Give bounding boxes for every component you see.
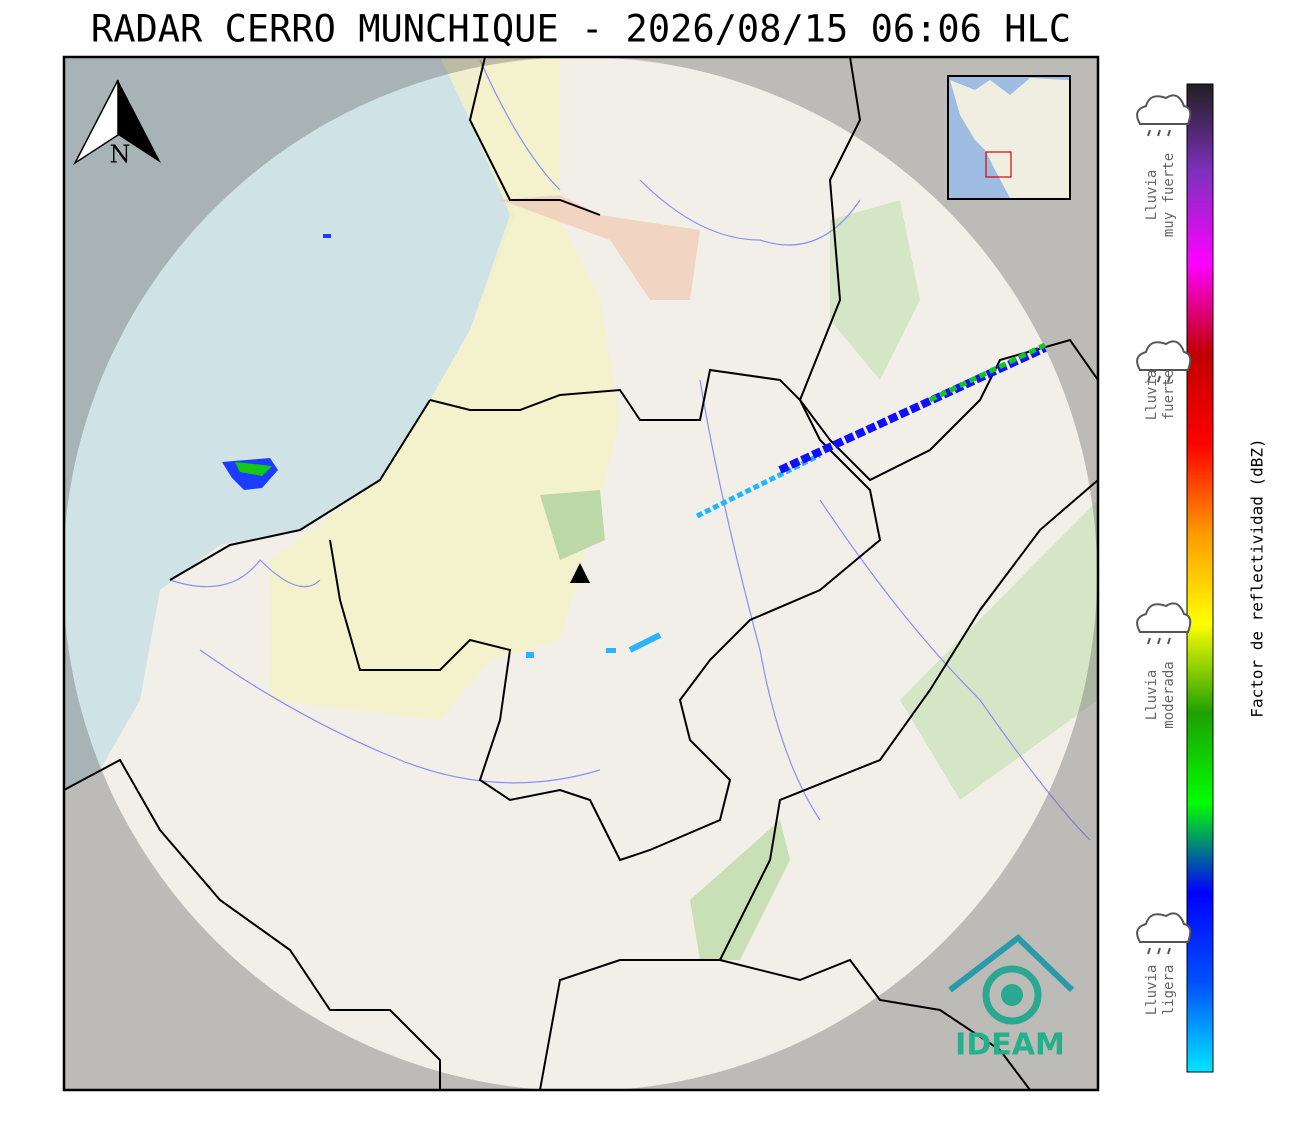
rain-drops <box>1147 637 1171 645</box>
valle-region <box>500 195 700 300</box>
radar-echoes <box>222 234 1047 658</box>
north-arrow-right <box>118 80 161 163</box>
logo-swirl <box>982 965 1042 1025</box>
logo-text: IDEAM <box>955 1028 1065 1063</box>
rain-legend-label: muy fuerte <box>1161 153 1177 237</box>
rain-legend-label: Lluvia <box>1144 965 1160 1016</box>
rain-icon <box>1136 94 1192 125</box>
rain-legend-item: Lluvia moderada <box>1136 602 1192 729</box>
inset-land <box>950 78 1069 198</box>
rain-icon <box>1136 912 1192 943</box>
inset-map <box>947 75 1071 200</box>
rain-icon <box>1136 602 1192 633</box>
inset-extent <box>985 151 1012 178</box>
rivers <box>169 59 1091 841</box>
echo <box>628 632 662 653</box>
colorbar <box>1186 83 1214 1073</box>
map-area: N IDEAM <box>64 57 1098 1090</box>
rain-legend-label: Lluvia <box>1144 670 1160 721</box>
rain-legend-label: Lluvia <box>1144 170 1160 221</box>
borders <box>64 57 1098 1090</box>
rain-drops <box>1147 129 1171 137</box>
echo <box>695 452 822 519</box>
rain-legend-label: fuerte <box>1161 370 1177 421</box>
echo <box>323 234 331 238</box>
echo <box>606 648 616 653</box>
rain-legend-label: Lluvia <box>1144 370 1160 421</box>
park-area <box>540 490 605 560</box>
rain-legend-item: Lluvia fuerte <box>1136 340 1192 421</box>
rain-legend-item: Lluvia muy fuerte <box>1136 94 1192 237</box>
rain-legend-label: ligera <box>1161 965 1177 1016</box>
echo <box>235 462 272 476</box>
map-frame <box>62 55 1100 1092</box>
logo-roof <box>948 934 1075 993</box>
park-area <box>830 200 920 380</box>
park-area <box>900 500 1098 800</box>
north-label: N <box>110 141 131 169</box>
park-area <box>690 820 790 960</box>
radar-site <box>570 563 590 583</box>
rain-drops <box>1147 375 1171 383</box>
north-arrow: N <box>73 79 161 169</box>
colorbar-label: Factor de reflectividad (dBZ) <box>1248 438 1267 717</box>
logo: IDEAM <box>948 934 1075 1063</box>
rain-legend-label: moderada <box>1161 661 1177 728</box>
rain-drops <box>1147 947 1171 955</box>
rain-icon <box>1136 340 1192 371</box>
rain-legend-item: Lluvia ligera <box>1136 912 1192 1016</box>
logo-eye <box>1001 984 1023 1006</box>
map-title: RADAR CERRO MUNCHIQUE - 2026/08/15 06:06… <box>91 8 1071 51</box>
ocean <box>64 57 515 790</box>
protected-area <box>270 57 620 720</box>
echo <box>526 652 534 658</box>
